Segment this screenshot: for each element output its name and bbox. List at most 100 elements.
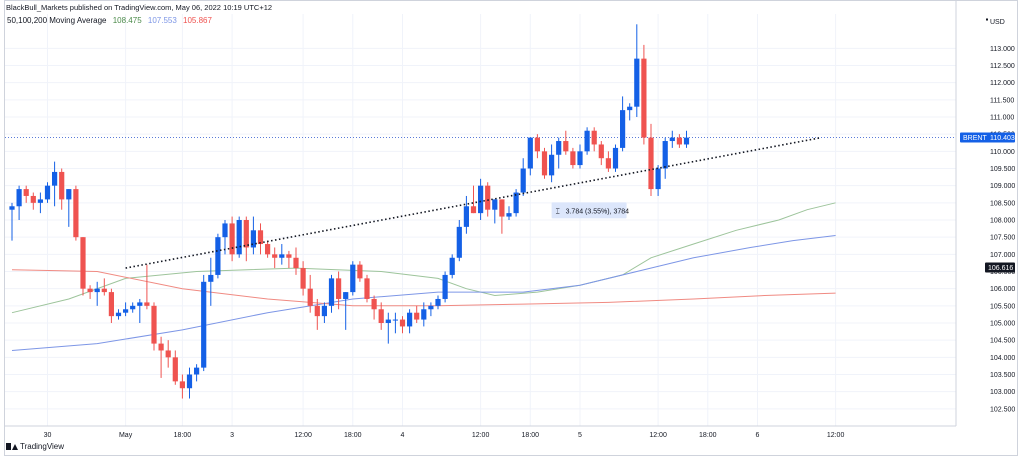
candle-body[interactable] [513,192,519,214]
candle-body[interactable] [407,312,413,327]
candle-body[interactable] [52,171,58,186]
candle-body[interactable] [215,237,221,275]
measure-tooltip-bg[interactable] [551,202,627,219]
candle-body[interactable] [605,158,611,169]
candle-body[interactable] [627,106,633,111]
candle-body[interactable] [222,223,228,238]
candle-body[interactable] [16,189,22,207]
candle-body[interactable] [527,137,533,169]
candle-body[interactable] [201,281,207,368]
candle-body[interactable] [470,206,477,214]
candle-body[interactable] [598,144,604,159]
candle-body[interactable] [662,141,668,169]
candle-body[interactable] [257,230,264,245]
candle-body[interactable] [265,244,271,255]
candle-body[interactable] [350,264,356,293]
candle-body[interactable] [541,151,548,176]
candle-body[interactable] [101,288,107,293]
candle-body[interactable] [549,154,555,176]
candle-body[interactable] [534,137,540,152]
candle-body[interactable] [655,168,661,190]
candle-body[interactable] [392,319,398,321]
candle-body[interactable] [343,292,349,299]
candle-body[interactable] [478,185,484,214]
candle-body[interactable] [449,257,455,275]
candle-body[interactable] [371,298,377,310]
candle-body[interactable] [151,305,157,344]
candle-body[interactable] [194,367,200,375]
candle-body[interactable] [186,374,193,389]
candle-body[interactable] [44,185,51,200]
candle-body[interactable] [30,195,36,203]
candle-body[interactable] [108,292,114,317]
candle-body[interactable] [378,309,384,323]
candle-body[interactable] [676,137,682,145]
candle-body[interactable] [321,305,327,317]
candle-body[interactable] [250,230,256,248]
candle-body[interactable] [158,343,164,351]
candle-body[interactable] [73,189,79,238]
candle-body[interactable] [648,137,654,190]
candle-body[interactable] [563,141,569,152]
candle-body[interactable] [556,141,562,155]
candle-body[interactable] [94,288,100,293]
candle-body[interactable] [229,223,235,255]
candle-body[interactable] [612,147,619,169]
candle-body[interactable] [577,151,583,166]
candle-body[interactable] [115,312,122,317]
candle-body[interactable] [435,298,441,306]
candle-body[interactable] [236,220,242,255]
candle-body[interactable] [442,274,448,299]
candle-body[interactable] [620,110,626,148]
candle-body[interactable] [421,309,427,320]
candle-body[interactable] [130,305,136,310]
tradingview-branding[interactable]: TradingView [6,442,64,451]
candle-body[interactable] [499,199,505,217]
candle-body[interactable] [485,185,491,210]
candle-body[interactable] [314,305,320,317]
candle-body[interactable] [286,254,292,258]
candle-body[interactable] [123,309,129,313]
candle-body[interactable] [137,302,143,306]
candle-body[interactable] [179,381,185,389]
candle-body[interactable] [307,288,313,306]
candle-body[interactable] [357,264,363,279]
candle-body[interactable] [165,350,171,358]
candle-body[interactable] [80,237,86,289]
candle-body[interactable] [66,189,72,200]
candle-body[interactable] [300,268,306,289]
candle-body[interactable] [463,206,469,227]
candle-body[interactable] [144,302,150,306]
brent-price-badge[interactable] [960,132,1015,143]
candle-body[interactable] [634,58,640,107]
candle-body[interactable] [591,130,597,145]
candle-body[interactable] [414,312,420,320]
candle-body[interactable] [9,206,15,210]
candle-body[interactable] [385,319,391,323]
candle-body[interactable] [293,257,299,269]
candle-body[interactable] [59,171,65,200]
candle-body[interactable] [683,137,690,145]
candle-body[interactable] [584,130,590,152]
candle-body[interactable] [641,58,647,138]
crosshair-price-badge[interactable] [985,262,1015,273]
candle-body[interactable] [506,213,512,217]
candle-body[interactable] [87,288,93,293]
candle-body[interactable] [520,168,526,193]
candle-body[interactable] [37,199,43,203]
candle-body[interactable] [272,254,278,258]
candle-body[interactable] [492,199,498,210]
candle-body[interactable] [399,319,406,327]
candle-body[interactable] [669,137,675,142]
candle-body[interactable] [364,278,370,299]
candle-body[interactable] [279,254,285,258]
candle-body[interactable] [208,274,214,282]
candle-body[interactable] [243,220,249,248]
candle-body[interactable] [336,278,342,299]
candle-body[interactable] [172,357,178,382]
candle-body[interactable] [23,189,29,196]
candle-body[interactable] [456,226,462,258]
candle-body[interactable] [570,151,576,166]
candle-body[interactable] [428,305,434,310]
